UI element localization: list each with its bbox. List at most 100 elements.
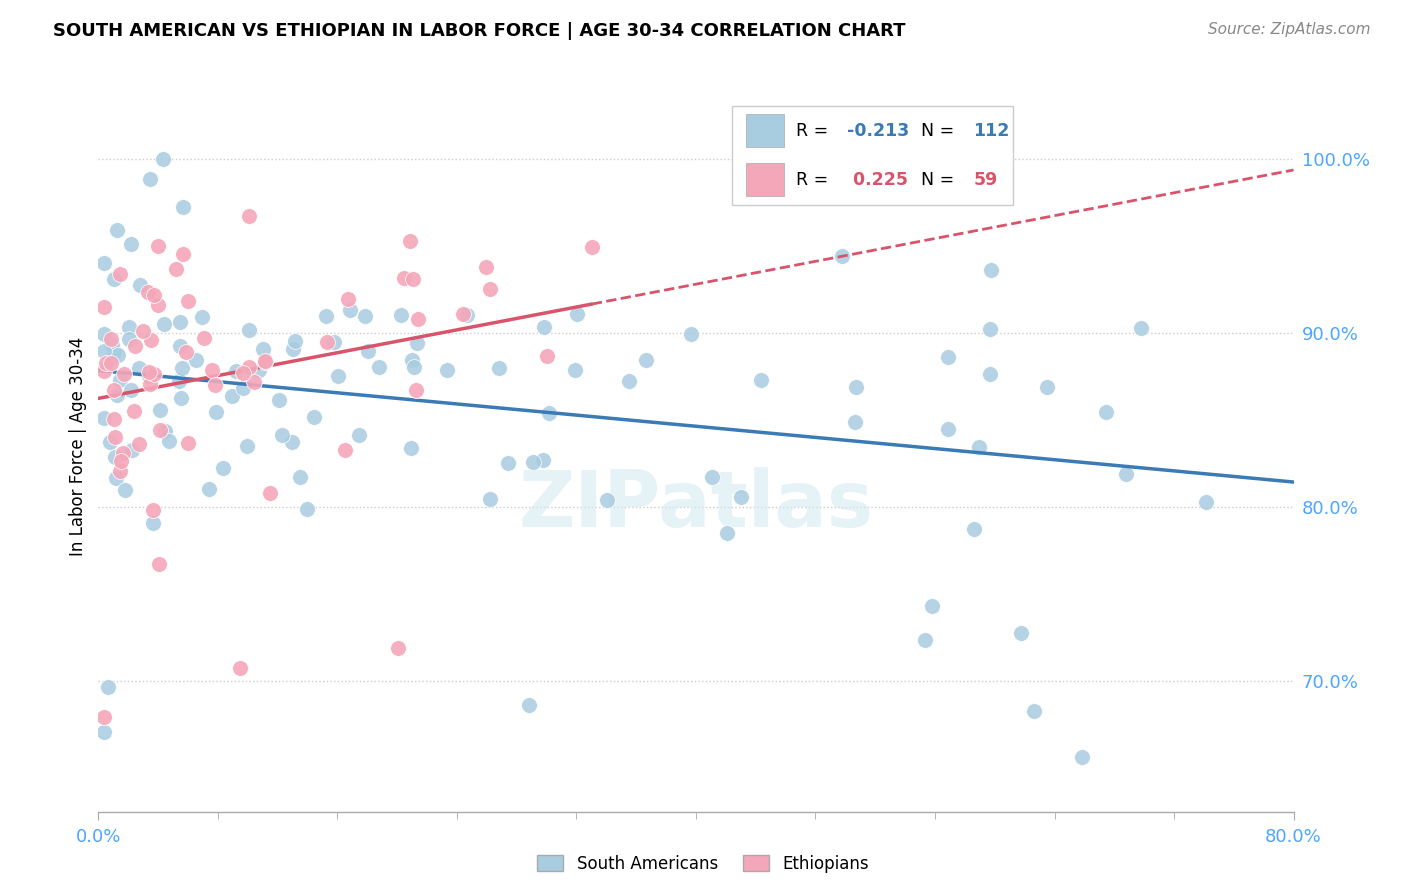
Point [149, 403, 172, 417]
Point [190, 310, 212, 325]
Point [914, 632, 936, 647]
Point [845, 380, 868, 394]
Point [101, 338, 124, 352]
Point [389, 308, 412, 322]
Text: N =: N = [910, 121, 960, 139]
Point [478, 282, 501, 296]
Point [98, 435, 121, 450]
Point [347, 428, 370, 442]
Point [107, 348, 129, 362]
Point [326, 368, 349, 383]
Point [108, 464, 131, 478]
Point [315, 309, 337, 323]
Point [138, 365, 160, 379]
Point [149, 424, 172, 438]
FancyBboxPatch shape [733, 106, 1012, 204]
Point [174, 344, 197, 359]
Point [969, 441, 991, 455]
Point [475, 260, 498, 274]
Point [170, 391, 193, 405]
Point [153, 424, 176, 438]
Point [517, 698, 540, 713]
Point [405, 336, 427, 351]
Point [679, 327, 702, 342]
Point [284, 334, 307, 348]
Point [197, 482, 219, 496]
Point [387, 640, 409, 655]
Point [436, 363, 458, 377]
Point [238, 323, 260, 337]
Point [238, 360, 260, 375]
Point [456, 308, 478, 322]
Point [139, 376, 162, 391]
Point [357, 344, 380, 359]
Point [565, 307, 588, 321]
Point [93, 300, 115, 314]
Point [141, 334, 163, 348]
Point [146, 298, 169, 312]
Text: 112: 112 [973, 121, 1010, 139]
Point [831, 249, 853, 263]
Point [105, 223, 128, 237]
Point [120, 383, 142, 397]
Point [153, 317, 176, 331]
Point [93, 326, 115, 341]
Point [103, 412, 125, 426]
Point [1036, 380, 1059, 394]
Point [152, 152, 174, 166]
Point [204, 377, 226, 392]
Point [138, 285, 160, 300]
Point [225, 364, 247, 378]
Point [232, 381, 254, 395]
Point [401, 353, 423, 368]
Point [143, 287, 166, 301]
Point [399, 234, 422, 248]
Point [354, 309, 377, 323]
Text: ZIPatlas: ZIPatlas [519, 467, 873, 542]
Point [232, 366, 254, 380]
Point [522, 455, 544, 469]
Point [253, 353, 276, 368]
Point [335, 442, 357, 457]
Point [142, 367, 165, 381]
Point [749, 373, 772, 387]
Point [259, 486, 281, 500]
Point [110, 454, 132, 468]
Text: 59: 59 [973, 171, 997, 189]
Point [97, 680, 120, 694]
Point [730, 490, 752, 504]
Point [581, 240, 603, 254]
Point [533, 319, 555, 334]
Point [295, 501, 318, 516]
Point [336, 292, 359, 306]
Point [93, 364, 115, 378]
Point [252, 343, 274, 357]
Point [402, 272, 425, 286]
Point [112, 367, 135, 381]
Point [496, 457, 519, 471]
Point [184, 353, 207, 368]
Point [238, 209, 260, 223]
Point [702, 469, 724, 483]
Point [129, 278, 152, 293]
Point [405, 384, 427, 398]
Point [157, 434, 180, 448]
Point [100, 332, 122, 346]
Point [270, 428, 292, 442]
Point [1070, 749, 1092, 764]
Point [488, 360, 510, 375]
Point [281, 342, 304, 356]
Point [105, 388, 128, 402]
Point [316, 334, 339, 349]
Point [138, 368, 160, 383]
Point [128, 360, 150, 375]
Point [165, 261, 187, 276]
Point [122, 404, 145, 418]
Point [368, 359, 391, 374]
Point [148, 558, 170, 572]
Point [193, 331, 215, 345]
Point [104, 450, 127, 465]
Point [531, 453, 554, 467]
Point [980, 263, 1002, 277]
Point [921, 599, 943, 613]
